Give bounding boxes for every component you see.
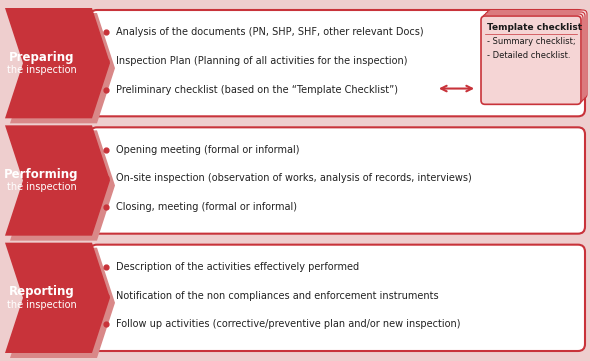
Text: Analysis of the documents (PN, SHP, SHF, other relevant Docs): Analysis of the documents (PN, SHP, SHF,… (116, 27, 424, 37)
Polygon shape (10, 13, 115, 123)
Text: Closing, meeting (formal or informal): Closing, meeting (formal or informal) (116, 202, 297, 212)
Polygon shape (5, 125, 110, 236)
Text: Template checklist: Template checklist (487, 22, 582, 31)
Text: Inspection Plan (Planning of all activities for the inspection): Inspection Plan (Planning of all activit… (116, 56, 408, 66)
FancyBboxPatch shape (483, 14, 583, 102)
Text: Preparing: Preparing (9, 51, 74, 64)
Text: the inspection: the inspection (6, 300, 77, 310)
FancyBboxPatch shape (90, 127, 585, 234)
FancyBboxPatch shape (90, 10, 585, 116)
Polygon shape (5, 8, 110, 118)
FancyBboxPatch shape (485, 12, 585, 100)
Polygon shape (10, 248, 115, 358)
FancyBboxPatch shape (90, 245, 585, 351)
Text: - Detailed checklist.: - Detailed checklist. (487, 51, 571, 60)
Text: - Summary checklist;: - Summary checklist; (487, 38, 576, 47)
Text: On-site inspection (observation of works, analysis of records, interviews): On-site inspection (observation of works… (116, 173, 472, 183)
Text: Notification of the non compliances and enforcement instruments: Notification of the non compliances and … (116, 291, 438, 301)
Text: the inspection: the inspection (6, 183, 77, 192)
Text: Opening meeting (formal or informal): Opening meeting (formal or informal) (116, 145, 300, 155)
FancyBboxPatch shape (481, 16, 581, 104)
Text: Preliminary checklist (based on the “Template Checklist”): Preliminary checklist (based on the “Tem… (116, 84, 398, 95)
Text: Performing: Performing (4, 168, 79, 181)
Text: Reporting: Reporting (9, 285, 74, 298)
Polygon shape (5, 243, 110, 353)
FancyBboxPatch shape (487, 10, 587, 98)
Polygon shape (10, 130, 115, 241)
Text: Description of the activities effectively performed: Description of the activities effectivel… (116, 262, 359, 272)
Text: the inspection: the inspection (6, 65, 77, 75)
Text: Follow up activities (corrective/preventive plan and/or new inspection): Follow up activities (corrective/prevent… (116, 319, 461, 329)
